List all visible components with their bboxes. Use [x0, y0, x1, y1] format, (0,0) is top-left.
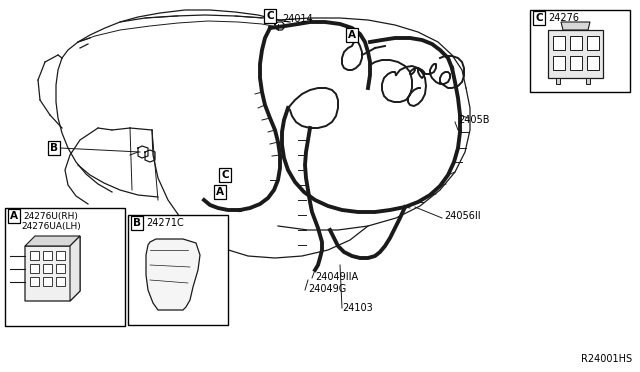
Polygon shape: [556, 78, 560, 84]
Polygon shape: [70, 236, 80, 301]
Polygon shape: [548, 30, 603, 78]
Text: C: C: [535, 13, 543, 23]
Bar: [56, 251, 65, 260]
Text: 24056II: 24056II: [444, 211, 481, 221]
Bar: [128, 215, 228, 325]
Bar: [30, 251, 39, 260]
Text: B: B: [50, 143, 58, 153]
Polygon shape: [561, 22, 590, 30]
Bar: [570, 36, 582, 50]
Bar: [553, 36, 565, 50]
Text: 24014: 24014: [282, 14, 313, 24]
Text: 24103: 24103: [342, 303, 372, 313]
Polygon shape: [146, 239, 200, 310]
Bar: [43, 251, 52, 260]
Bar: [587, 56, 599, 70]
Bar: [587, 36, 599, 50]
Bar: [43, 264, 52, 273]
Bar: [530, 10, 630, 92]
Bar: [56, 277, 65, 286]
Bar: [30, 277, 39, 286]
Bar: [30, 264, 39, 273]
Text: A: A: [216, 187, 224, 197]
Text: A: A: [10, 211, 18, 221]
Text: 24276UA(LH): 24276UA(LH): [21, 221, 81, 231]
Text: R24001HS: R24001HS: [581, 354, 632, 364]
Bar: [570, 56, 582, 70]
Text: 24049G: 24049G: [308, 284, 346, 294]
Text: 2405B: 2405B: [458, 115, 490, 125]
Text: A: A: [348, 30, 356, 40]
Text: 24271C: 24271C: [146, 218, 184, 228]
Text: 24276: 24276: [548, 13, 579, 23]
Bar: [5, 208, 125, 326]
Bar: [56, 264, 65, 273]
Polygon shape: [586, 78, 590, 84]
Text: C: C: [221, 170, 229, 180]
Polygon shape: [25, 236, 80, 246]
Bar: [43, 277, 52, 286]
Text: 24276U(RH): 24276U(RH): [23, 212, 78, 221]
Text: 24049IIA: 24049IIA: [315, 272, 358, 282]
Polygon shape: [25, 236, 80, 301]
Text: B: B: [133, 218, 141, 228]
Bar: [553, 56, 565, 70]
Text: C: C: [266, 11, 274, 21]
